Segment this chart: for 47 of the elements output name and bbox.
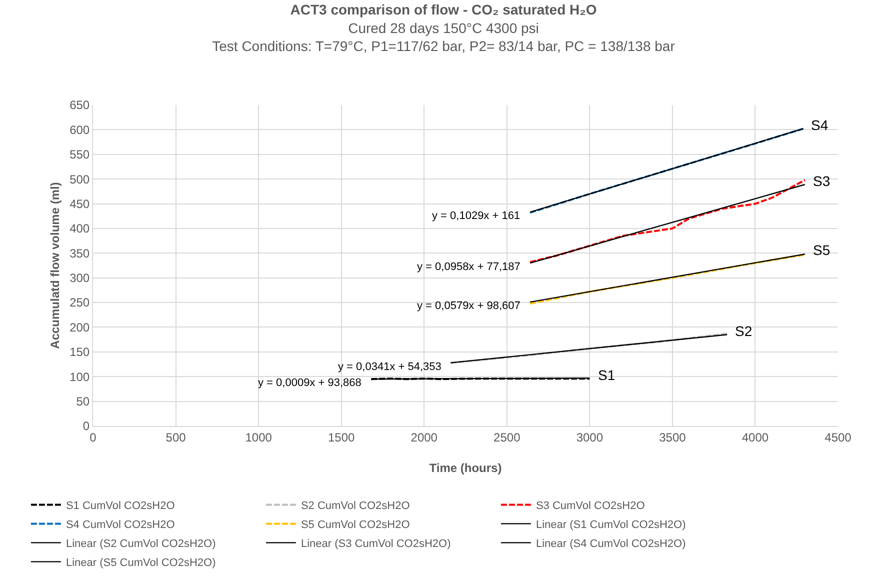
y-tick-label: 500	[70, 172, 90, 186]
x-tick-label: 2000	[410, 430, 438, 444]
y-tick-label: 300	[70, 271, 90, 286]
y-axis-title: Accumulatd flow volume (ml)	[48, 182, 62, 349]
y-tick-label: 150	[70, 345, 90, 360]
annotation: S1	[598, 367, 616, 383]
x-tick-label: 1500	[328, 430, 355, 444]
y-tick-label: 0	[82, 419, 90, 434]
y-tick-label: 200	[70, 320, 90, 334]
y-tick-label: 650	[70, 98, 90, 112]
y-tick-label: 100	[70, 370, 90, 384]
legend-label: Linear (S1 CumVol CO2sH2O)	[536, 518, 686, 531]
legend-label: S2 CumVol CO2sH2O	[300, 500, 410, 512]
y-tick-label: 250	[70, 296, 90, 310]
legend-label: Linear (S2 CumVol CO2sH2O)	[66, 538, 216, 550]
annotation: y = 0,0341x + 54,353	[338, 361, 442, 373]
chart-title: ACT3 comparison of flow - CO₂ saturated H₂O	[290, 2, 597, 18]
annotation: S2	[735, 323, 752, 339]
x-tick-label: 500	[166, 430, 186, 444]
x-axis-title: Time (hours)	[429, 461, 502, 475]
y-tick-label: 50	[76, 394, 90, 409]
y-tick-label: 600	[70, 122, 90, 137]
chart-subtitle: Cured 28 days 150°C 4300 psi Test Conditions: T=79°C, P1=117/62 bar, P2= 83/14 bar, PC = 138/138 bar	[212, 20, 676, 54]
legend-label: S1 CumVol CO2sH2O	[66, 500, 176, 512]
annotation: y = 0,0579x + 98,607	[417, 300, 520, 312]
legend-label: S3 CumVol CO2sH2O	[536, 500, 646, 512]
annotation: S3	[813, 173, 830, 189]
y-tick-label: 400	[70, 222, 90, 236]
x-tick-label: 3000	[576, 430, 604, 444]
x-tick-label: 3500	[659, 430, 686, 444]
annotation: y = 0,0958x + 77,187	[417, 261, 520, 273]
x-tick-label: 4000	[742, 430, 769, 444]
x-tick-label: 1000	[245, 430, 272, 444]
legend-label: Linear (S5 CumVol CO2sH2O)	[66, 556, 216, 569]
annotation: y = 0,1029x + 161	[432, 210, 520, 222]
annotation: S4	[811, 117, 828, 133]
y-tick-label: 550	[70, 148, 90, 162]
legend-label: S5 CumVol CO2sH2O	[300, 518, 410, 531]
y-tick-label: 350	[70, 246, 90, 260]
x-tick-label: 2500	[494, 430, 521, 444]
legend-label: S4 CumVol CO2sH2O	[66, 518, 176, 531]
x-tick-label: 4500	[824, 430, 852, 444]
legend-label: Linear (S4 CumVol CO2sH2O)	[536, 538, 686, 550]
annotation: S5	[813, 242, 830, 258]
legend-label: Linear (S3 CumVol CO2sH2O)	[300, 538, 451, 550]
annotation: y = 0,0009x + 93,868	[258, 377, 362, 389]
y-tick-label: 450	[70, 196, 90, 211]
